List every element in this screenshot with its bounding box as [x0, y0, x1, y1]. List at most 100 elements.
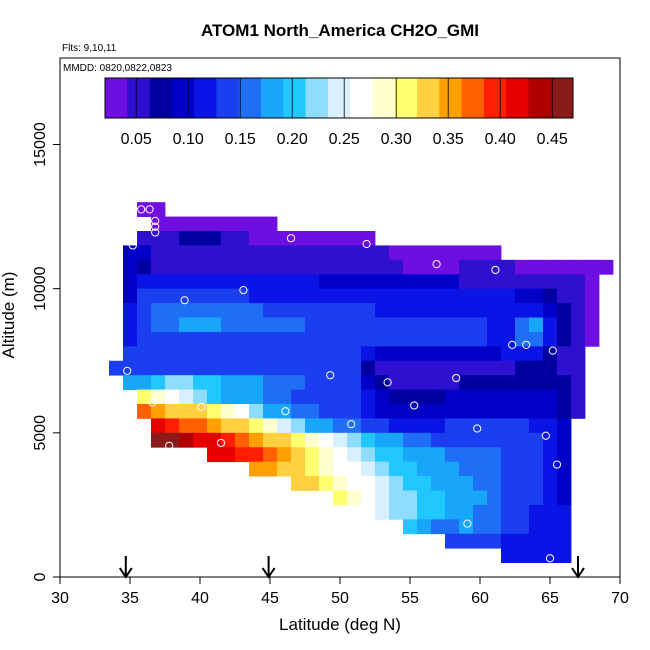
heatmap-cell [501, 375, 516, 390]
heatmap-cell [249, 216, 264, 232]
heatmap-cell [319, 461, 334, 477]
heatmap-cell [403, 418, 418, 434]
heatmap-cell [445, 288, 460, 304]
heatmap-cell [571, 259, 586, 275]
heatmap-cell [277, 274, 292, 290]
colorbar [104, 77, 574, 119]
heatmap-cell [515, 447, 530, 463]
heatmap-cell [389, 432, 404, 448]
heatmap-cell [207, 245, 222, 261]
heatmap-cell [207, 360, 222, 376]
heatmap-cell [543, 303, 558, 318]
heatmap-cell [361, 245, 376, 261]
heatmap-cell [557, 519, 572, 535]
heatmap-cell [249, 317, 264, 333]
heatmap-cell [333, 375, 348, 390]
colorbar-segment [350, 78, 373, 118]
heatmap-cell [263, 274, 278, 290]
heatmap-cell [557, 404, 572, 419]
heatmap-cell [165, 418, 180, 434]
heatmap-cell [319, 346, 334, 362]
heatmap-cell [249, 259, 264, 275]
heatmap-cell [221, 317, 236, 333]
track-point [452, 373, 461, 383]
heatmap-cell [459, 375, 474, 390]
heatmap-cell [557, 504, 572, 520]
heatmap-cell [529, 389, 544, 405]
heatmap-cell [473, 504, 488, 520]
heatmap-cell [221, 303, 236, 318]
heatmap-cell [165, 288, 180, 304]
heatmap-cell [543, 533, 558, 549]
heatmap-cell [193, 389, 208, 405]
heatmap-cell [403, 389, 418, 405]
heatmap-cell [137, 288, 152, 304]
heatmap-cell [263, 346, 278, 362]
x-tick-label: 45 [261, 590, 279, 607]
heatmap-cell [249, 245, 264, 261]
heatmap-cell [179, 216, 194, 232]
heatmap-cell [193, 331, 208, 347]
heatmap-cell [179, 404, 194, 419]
heatmap-cell [501, 346, 516, 362]
heatmap-cell [291, 331, 306, 347]
heatmap-cell [193, 288, 208, 304]
heatmap-cell [347, 404, 362, 419]
heatmap-cell [235, 317, 250, 333]
heatmap-cell [445, 533, 460, 549]
heatmap-cell [277, 375, 292, 390]
heatmap-cell [557, 288, 572, 304]
heatmap-cell [319, 274, 334, 290]
heatmap-cell [165, 259, 180, 275]
heatmap-cell [137, 231, 152, 246]
heatmap-cell [473, 259, 488, 275]
heatmap-cell [319, 259, 334, 275]
heatmap-cell [375, 375, 390, 390]
heatmap-cell [403, 274, 418, 290]
heatmap-cell [557, 533, 572, 549]
heatmap-cell [529, 432, 544, 448]
heatmap-cell [249, 331, 264, 347]
heatmap-cell [291, 389, 306, 405]
colorbar-segment [417, 78, 440, 118]
heatmap-cell [221, 346, 236, 362]
heatmap-cell [123, 274, 138, 290]
heatmap-cell [473, 432, 488, 448]
heatmap-cell [585, 331, 600, 347]
heatmap-cell [277, 432, 292, 448]
heatmap-cell [431, 346, 446, 362]
heatmap-cell [487, 519, 502, 535]
heatmap-cell [557, 432, 572, 448]
heatmap-cell [557, 476, 572, 491]
track-point [180, 296, 189, 305]
heatmap-cell [235, 360, 250, 376]
colorbar-segment [483, 78, 507, 118]
heatmap-cell [515, 404, 530, 419]
heatmap-cell [389, 274, 404, 290]
track-point [463, 519, 472, 528]
heatmap-cell [263, 331, 278, 347]
heatmap-cell [403, 303, 418, 318]
heatmap-cell [193, 418, 208, 434]
heatmap-cell [515, 317, 530, 333]
heatmap-cell [473, 288, 488, 304]
flights-annotation: Flts: 9,10,11 [62, 43, 117, 54]
heatmap-cell [529, 476, 544, 491]
heatmap-cell [235, 447, 250, 463]
heatmap-cell [319, 418, 334, 434]
heatmap-cell [235, 303, 250, 318]
heatmap-cell [389, 245, 404, 261]
heatmap-cells [109, 202, 614, 563]
heatmap-cell [277, 360, 292, 376]
heatmap-cell [417, 375, 432, 390]
heatmap-cell [501, 504, 516, 520]
heatmap-cell [473, 360, 488, 376]
heatmap-cell [389, 490, 404, 506]
heatmap-cell [207, 259, 222, 275]
heatmap-cell [291, 231, 306, 246]
x-axis-label: Latitude (deg N) [279, 615, 401, 634]
heatmap-cell [347, 303, 362, 318]
heatmap-cell [571, 331, 586, 347]
heatmap-cell [571, 274, 586, 290]
heatmap-cell [459, 331, 474, 347]
